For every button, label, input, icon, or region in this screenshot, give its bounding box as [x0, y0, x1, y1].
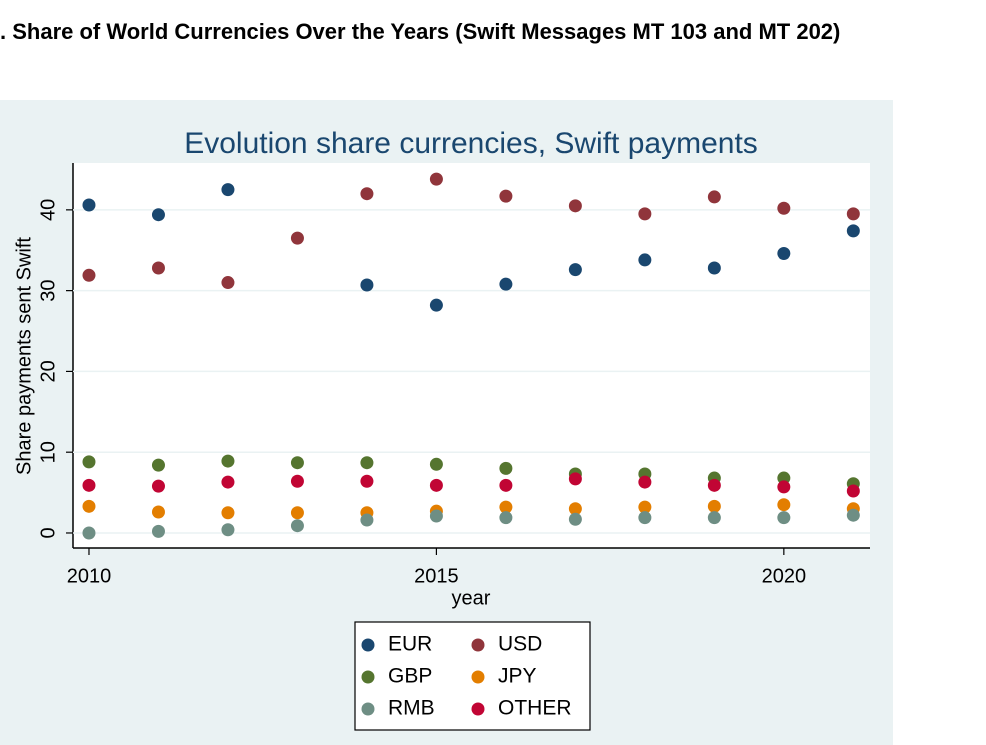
- point: [568, 472, 582, 486]
- figure-heading: . Share of World Currencies Over the Yea…: [0, 19, 840, 44]
- legend-label: GBP: [388, 665, 432, 688]
- point: [568, 512, 582, 526]
- point: [151, 458, 165, 472]
- legend-marker: [471, 670, 485, 684]
- point: [638, 475, 652, 489]
- chart-title: Evolution share currencies, Swift paymen…: [184, 127, 758, 160]
- point: [707, 261, 721, 275]
- point: [221, 475, 235, 489]
- legend-label: JPY: [498, 665, 537, 688]
- point: [82, 455, 96, 469]
- legend-label: EUR: [388, 633, 432, 656]
- legend-marker: [361, 638, 375, 652]
- point: [290, 474, 304, 488]
- legend-marker: [361, 702, 375, 716]
- y-tick-label: 40: [37, 199, 59, 221]
- point: [151, 208, 165, 222]
- point: [360, 474, 374, 488]
- point: [638, 511, 652, 525]
- point: [82, 499, 96, 513]
- point: [777, 480, 791, 494]
- point: [290, 519, 304, 533]
- point: [707, 511, 721, 525]
- point: [429, 478, 443, 492]
- y-tick-label: 0: [37, 527, 59, 538]
- point: [360, 456, 374, 470]
- point: [221, 276, 235, 290]
- point: [429, 509, 443, 523]
- y-tick-label: 30: [37, 280, 59, 302]
- point: [290, 506, 304, 520]
- point: [638, 500, 652, 514]
- point: [429, 298, 443, 312]
- point: [846, 508, 860, 522]
- point: [846, 484, 860, 498]
- legend-label: RMB: [388, 697, 435, 720]
- legend-marker: [471, 638, 485, 652]
- point: [499, 277, 513, 291]
- point: [151, 479, 165, 493]
- point: [151, 524, 165, 538]
- legend-label: USD: [498, 633, 542, 656]
- point: [777, 498, 791, 512]
- point: [429, 457, 443, 471]
- y-tick-label: 20: [37, 360, 59, 382]
- point: [499, 189, 513, 203]
- point: [221, 183, 235, 197]
- point: [777, 201, 791, 215]
- x-axis-label: year: [452, 587, 491, 609]
- point: [499, 461, 513, 475]
- point: [82, 526, 96, 540]
- point: [777, 246, 791, 260]
- point: [221, 454, 235, 468]
- point: [151, 505, 165, 519]
- legend-label: OTHER: [498, 697, 572, 720]
- point: [707, 478, 721, 492]
- point: [638, 207, 652, 221]
- point: [568, 263, 582, 277]
- point: [82, 198, 96, 212]
- point: [82, 268, 96, 282]
- x-tick-label: 2010: [67, 565, 112, 587]
- point: [846, 224, 860, 238]
- point: [707, 190, 721, 204]
- legend-marker: [471, 702, 485, 716]
- legend-marker: [361, 670, 375, 684]
- point: [499, 500, 513, 514]
- point: [360, 187, 374, 201]
- point: [290, 231, 304, 245]
- point: [82, 478, 96, 492]
- point: [151, 261, 165, 275]
- point: [360, 513, 374, 527]
- point: [360, 278, 374, 292]
- point: [499, 511, 513, 525]
- y-axis-label: Share payments sent Swift: [13, 237, 35, 475]
- point: [777, 471, 791, 485]
- point: [290, 456, 304, 470]
- x-tick-label: 2020: [762, 565, 807, 587]
- point: [499, 478, 513, 492]
- point: [707, 499, 721, 513]
- y-tick-label: 10: [37, 441, 59, 463]
- point: [429, 172, 443, 186]
- plot-area: [73, 163, 870, 548]
- point: [846, 207, 860, 221]
- point: [221, 506, 235, 520]
- x-tick-label: 2015: [414, 565, 459, 587]
- point: [638, 253, 652, 267]
- point: [221, 523, 235, 537]
- point: [568, 199, 582, 213]
- point: [568, 502, 582, 516]
- point: [777, 511, 791, 525]
